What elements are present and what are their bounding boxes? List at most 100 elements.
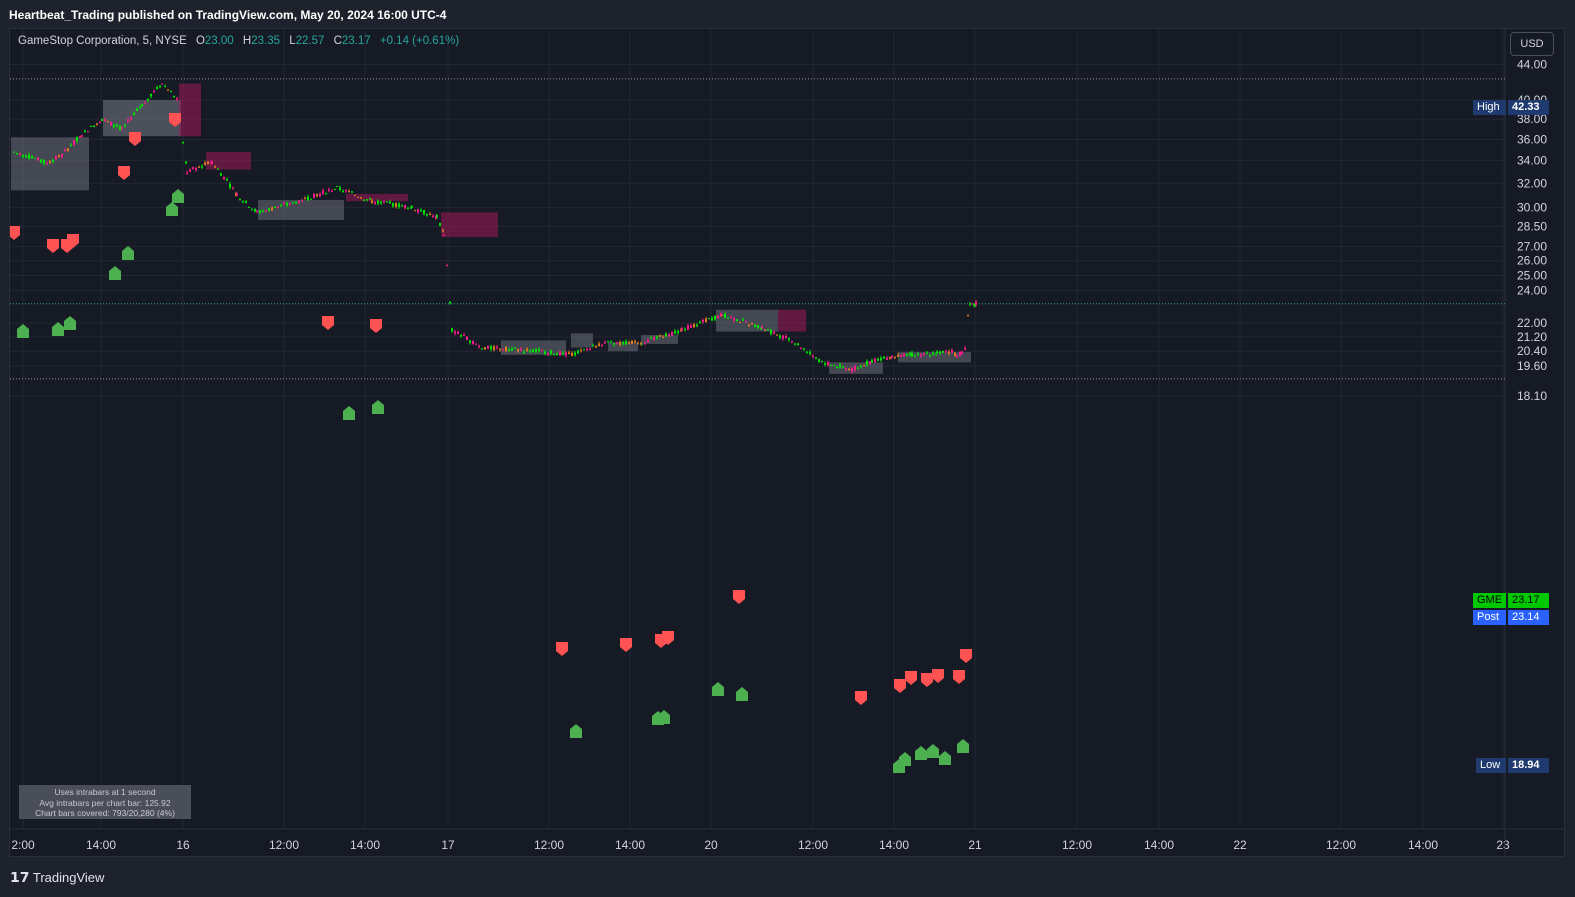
candle-body <box>73 140 75 145</box>
candle-body <box>201 166 203 168</box>
candle-body <box>236 193 238 195</box>
candle-body <box>526 348 528 351</box>
candle-body <box>186 172 188 174</box>
range-box <box>778 309 806 332</box>
candle-body <box>432 215 434 217</box>
candle-body <box>386 201 388 203</box>
candle-body <box>348 190 350 192</box>
candle-body <box>478 345 480 347</box>
y-tick-label: 19.60 <box>1517 359 1547 373</box>
candle-body <box>481 348 483 350</box>
range-box <box>641 335 678 344</box>
candle-body <box>739 322 741 324</box>
x-tick-label: 23 <box>1496 838 1510 852</box>
candle-body <box>690 325 692 328</box>
y-tick-label: 24.00 <box>1517 284 1547 298</box>
candle-body <box>886 358 888 360</box>
candle-body <box>286 203 288 206</box>
candle-body <box>967 314 969 316</box>
candle-body <box>93 126 95 128</box>
buy-signal-marker <box>372 400 384 414</box>
candle-body <box>842 366 844 368</box>
candle-body <box>936 351 938 354</box>
candle-body <box>220 173 222 176</box>
sell-signal-marker <box>894 679 906 693</box>
candle-body <box>254 209 256 212</box>
intrabar-line-1: Uses intrabars at 1 second <box>54 787 156 797</box>
y-tick-label: 27.00 <box>1517 240 1547 254</box>
range-box <box>206 151 251 170</box>
candle-body <box>496 346 498 348</box>
candle-body <box>130 118 132 120</box>
candle-body <box>110 121 112 126</box>
candle-body <box>550 350 552 354</box>
candle-body <box>70 144 72 147</box>
candle-body <box>969 303 971 305</box>
candle-body <box>942 351 944 353</box>
x-tick-label: 20 <box>704 838 718 852</box>
x-tick-label: 12:00 <box>1326 838 1356 852</box>
candle-body <box>22 154 24 157</box>
open-label: O <box>195 35 205 47</box>
buy-signal-marker <box>736 687 748 701</box>
symbol-legend[interactable]: GameStop Corporation, 5, NYSE O23.00 H23… <box>18 35 459 47</box>
candle-body <box>239 198 241 200</box>
buy-signal-marker <box>17 324 29 338</box>
candle-body <box>911 352 913 357</box>
candle-body <box>328 189 330 191</box>
high-value: 23.35 <box>251 35 280 47</box>
sell-signal-marker <box>47 239 59 253</box>
candle-body <box>662 337 664 339</box>
candle-body <box>745 320 747 322</box>
publisher-bar: Heartbeat_Trading published on TradingVi… <box>0 0 1575 28</box>
candle-body <box>650 337 652 339</box>
candle-body <box>797 343 799 346</box>
candle-body <box>277 207 279 209</box>
candle-body <box>449 301 451 304</box>
candle-body <box>851 368 853 372</box>
candle-body <box>76 137 78 142</box>
candle-body <box>280 205 282 207</box>
candle-body <box>733 317 735 321</box>
candle-body <box>156 87 158 90</box>
candle-body <box>366 199 368 201</box>
candle-body <box>113 124 115 128</box>
candle-body <box>411 206 413 208</box>
symbol-title[interactable]: GameStop Corporation, 5, NYSE <box>18 35 187 47</box>
candle-body <box>806 351 808 353</box>
range-box <box>898 352 971 363</box>
change-value: +0.14 (+0.61%) <box>379 35 460 47</box>
x-tick-label: 14:00 <box>615 838 645 852</box>
candle-body <box>150 94 152 97</box>
candle-body <box>900 354 902 357</box>
candle-body <box>544 351 546 354</box>
chart-pane[interactable]: 18.10 19.60 20.40 21.20 22.00 24.00 25.00 26.00… <box>9 28 1566 858</box>
candle-body <box>192 167 194 169</box>
candle-body <box>917 353 919 355</box>
sell-signal-marker <box>855 691 867 705</box>
sell-signal-marker <box>905 671 917 685</box>
currency-button[interactable]: USD <box>1510 32 1554 56</box>
x-tick-label: 12:00 <box>534 838 564 852</box>
candle-body <box>475 343 477 345</box>
candle-body <box>256 210 258 212</box>
candle-body <box>754 324 756 328</box>
candle-body <box>429 213 431 215</box>
candle-body <box>556 353 558 356</box>
candle-body <box>484 347 486 350</box>
x-tick-label: 12:00 <box>269 838 299 852</box>
tradingview-logo[interactable]: 𝟭𝟳 TradingView <box>10 869 104 886</box>
candle-body <box>956 355 958 357</box>
buy-signal-marker <box>343 406 355 420</box>
candle-body <box>724 313 726 318</box>
candle-body <box>401 205 403 207</box>
candle-body <box>821 360 823 363</box>
buy-signal-marker <box>122 246 134 260</box>
candle-body <box>961 351 963 354</box>
candle-body <box>354 194 356 196</box>
candle-body <box>951 349 953 353</box>
candle-body <box>702 319 704 322</box>
candle-body <box>973 304 975 306</box>
candle-body <box>139 107 141 109</box>
